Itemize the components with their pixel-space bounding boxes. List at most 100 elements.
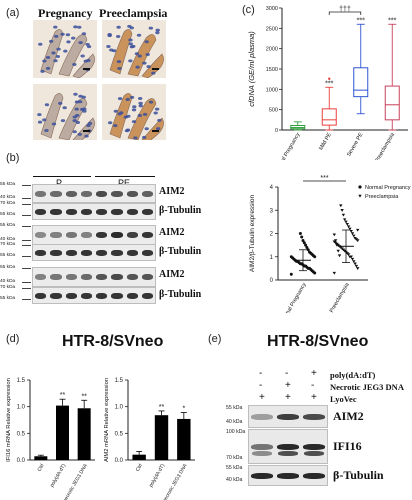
- nucleus: [126, 114, 131, 118]
- nucleus: [42, 118, 47, 122]
- villus-branch: [141, 117, 164, 140]
- nucleus: [86, 45, 92, 49]
- protein-band: [96, 190, 108, 197]
- significance-stars: ***: [325, 80, 333, 87]
- data-point: [356, 267, 360, 270]
- mw-marker: 40 kDa: [226, 419, 243, 425]
- protein-band: [126, 208, 138, 215]
- nucleus: [78, 41, 83, 45]
- protein-band: [141, 190, 153, 197]
- data-point: [308, 250, 311, 254]
- protein-band: [111, 190, 123, 197]
- data-point: [350, 257, 355, 261]
- data-point: [341, 213, 346, 217]
- villus-branch: [40, 93, 64, 139]
- protein-band: [65, 274, 77, 280]
- data-point: [352, 234, 356, 238]
- nucleus: [117, 97, 123, 101]
- y-tick-label: 2500: [266, 26, 278, 32]
- y-tick-label: 2: [270, 232, 274, 238]
- significance-stars: **: [81, 393, 87, 400]
- nucleus: [132, 105, 137, 109]
- mw-marker: 55 kDa: [226, 405, 243, 411]
- blot-strip: [32, 225, 156, 245]
- data-point: [340, 209, 344, 212]
- nucleus: [55, 54, 61, 58]
- nucleus: [144, 127, 149, 131]
- data-point: [302, 241, 306, 245]
- nucleus: [137, 114, 143, 118]
- protein-band: [96, 249, 108, 256]
- mrna-bar-charts: 0.0 0.5 1.0 1.5 IFI16 mRNA Relative expressi…: [6, 378, 195, 500]
- mw-marker: 40 kDa: [226, 477, 243, 483]
- nucleus: [137, 97, 143, 101]
- nucleus: [141, 135, 147, 139]
- protein-band: [141, 292, 153, 299]
- significance-stars: **: [159, 404, 165, 411]
- micrograph: [102, 84, 166, 140]
- comparison-bracket: [328, 11, 362, 15]
- panel-d-label: (d): [6, 333, 20, 345]
- condition-sign: +: [285, 380, 291, 391]
- nucleus: [74, 107, 79, 111]
- x-tick-label: poly(dA:dT): [148, 463, 166, 489]
- protein-band: [35, 249, 47, 256]
- nucleus: [113, 109, 119, 113]
- x-tick-label: All Preeclampsia: [370, 131, 396, 160]
- y-tick-label: 3000: [266, 6, 278, 12]
- nucleus: [38, 42, 43, 46]
- nucleus: [115, 34, 121, 38]
- mw-marker: 70 kDa: [0, 201, 16, 206]
- nucleus: [82, 109, 87, 113]
- condition-sign: +: [311, 368, 317, 379]
- nucleus: [86, 124, 91, 128]
- group-line-pe: [95, 176, 155, 177]
- blot-protein-label: β-Tubulin: [159, 289, 202, 300]
- blot-protein-label: AIM2: [159, 186, 185, 197]
- significance-stars: ***: [388, 17, 396, 24]
- data-point: [305, 245, 309, 249]
- nucleus: [42, 59, 47, 63]
- nucleus: [154, 107, 160, 111]
- data-point: [349, 229, 353, 233]
- nucleus: [45, 66, 51, 70]
- protein-band: [80, 292, 92, 299]
- nucleus: [113, 124, 118, 128]
- nucleus: [63, 49, 68, 53]
- condition-label: poly(dA:dT): [330, 370, 376, 380]
- protein-band: [126, 190, 138, 197]
- panel-d-title: HTR-8/SVneo: [62, 333, 164, 350]
- mw-tick: [22, 240, 31, 241]
- condition-sign: +: [311, 392, 317, 403]
- mw-marker: 55 kDa: [226, 465, 243, 471]
- nucleus: [72, 63, 77, 67]
- mw-tick: [22, 256, 31, 257]
- nucleus: [66, 40, 71, 44]
- nucleus: [128, 38, 133, 42]
- nucleus: [134, 52, 140, 56]
- protein-band: [111, 249, 123, 256]
- protein-band: [35, 190, 47, 197]
- nucleus: [49, 39, 54, 43]
- condition-label: Necrotic JEG3 DNA: [330, 382, 404, 392]
- nucleus: [60, 119, 66, 123]
- mw-marker: 55 kDa: [0, 253, 16, 258]
- nucleus: [77, 100, 83, 104]
- nucleus: [116, 25, 121, 29]
- mw-marker: 70 kDa: [226, 455, 243, 461]
- protein-band: [50, 208, 62, 215]
- protein-band: [96, 292, 108, 299]
- outlier: [328, 77, 331, 80]
- mw-tick: [22, 226, 31, 227]
- condition-sign: +: [259, 392, 265, 403]
- protein-band: [50, 274, 62, 280]
- nucleus: [117, 67, 122, 71]
- mw-marker: 40 kDa: [0, 279, 16, 284]
- nucleus: [127, 24, 132, 28]
- blot-strip: [32, 287, 156, 304]
- y-tick-label: 0.0: [17, 458, 26, 464]
- protein-band: [304, 450, 324, 456]
- data-point: [298, 232, 302, 235]
- y-tick-label: 0.0: [115, 458, 124, 464]
- col-title-pregnancy: Pregnancy: [38, 6, 93, 20]
